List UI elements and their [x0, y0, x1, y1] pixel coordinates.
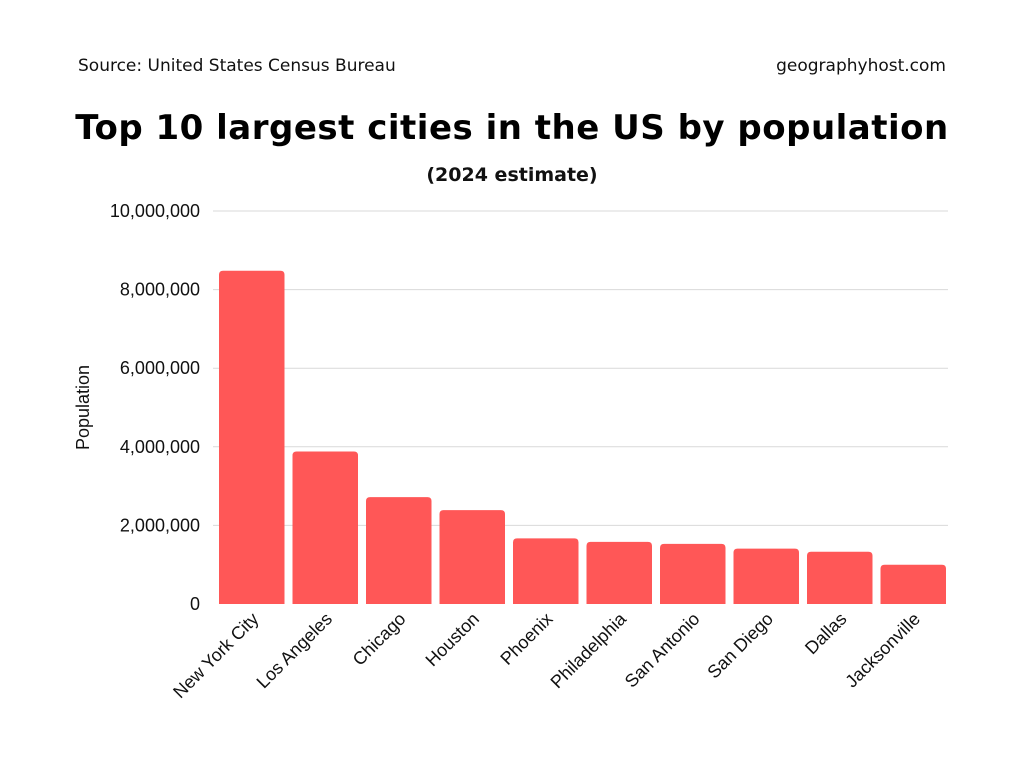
bar-new-york-city: [219, 270, 285, 604]
y-tick-label: 6,000,000: [120, 358, 200, 378]
bar-san-diego: [733, 548, 799, 604]
site-credit: geographyhost.com: [776, 56, 946, 76]
x-tick-label: Philadelphia: [547, 608, 631, 692]
y-tick-label: 10,000,000: [110, 201, 200, 221]
bar-phoenix: [513, 538, 579, 604]
y-tick-label: 8,000,000: [120, 280, 200, 300]
x-tick-label: San Antonio: [621, 609, 704, 692]
x-tick-label: New York City: [169, 609, 262, 702]
x-tick-label: Phoenix: [496, 609, 556, 669]
bar-jacksonville: [880, 564, 946, 604]
y-axis-label: Population: [73, 365, 93, 450]
chart-title: Top 10 largest cities in the US by popul…: [75, 108, 949, 148]
bar-los-angeles: [292, 451, 358, 604]
bar-dallas: [807, 551, 873, 604]
source-note: Source: United States Census Bureau: [78, 56, 396, 76]
y-tick-label: 2,000,000: [120, 515, 200, 535]
x-tick-label: Chicago: [349, 609, 410, 670]
y-tick-label: 0: [190, 594, 200, 614]
x-tick-label: Houston: [422, 609, 484, 671]
bar-chicago: [366, 497, 432, 604]
x-tick-label: Los Angeles: [253, 609, 336, 692]
y-tick-label: 4,000,000: [120, 437, 200, 457]
x-tick-label: Dallas: [801, 609, 851, 659]
bar-san-antonio: [660, 543, 726, 604]
bar-houston: [439, 510, 505, 604]
chart-subtitle: (2024 estimate): [426, 164, 598, 186]
bar-philadelphia: [586, 541, 652, 604]
x-tick-label: San Diego: [703, 609, 777, 683]
x-tick-label: Jacksonville: [841, 609, 924, 692]
